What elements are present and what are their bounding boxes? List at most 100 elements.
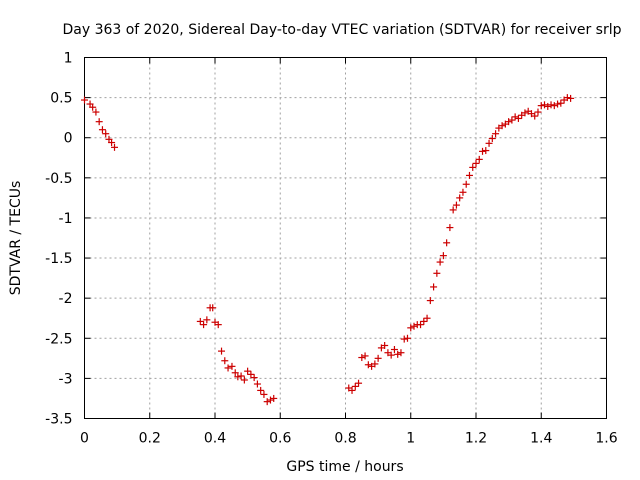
x-tick-label: 1.4 bbox=[530, 431, 552, 447]
data-point bbox=[81, 96, 88, 104]
data-point bbox=[111, 143, 119, 151]
data-point bbox=[423, 314, 431, 322]
data-point bbox=[521, 109, 529, 117]
data-point bbox=[407, 324, 415, 332]
data-point bbox=[534, 108, 542, 116]
data-point bbox=[567, 94, 575, 102]
x-tick-label: 1.2 bbox=[465, 431, 487, 447]
data-point bbox=[544, 102, 552, 110]
data-point bbox=[417, 321, 425, 329]
data-point bbox=[209, 304, 217, 312]
y-tick-label: -1.5 bbox=[45, 251, 72, 267]
data-point bbox=[253, 380, 261, 388]
data-point bbox=[541, 101, 549, 109]
data-point bbox=[420, 317, 428, 325]
data-point bbox=[250, 374, 258, 382]
data-point bbox=[244, 367, 252, 375]
data-point bbox=[531, 112, 539, 120]
data-point bbox=[554, 100, 562, 108]
data-point bbox=[456, 194, 464, 202]
data-point bbox=[439, 252, 447, 260]
data-point bbox=[361, 352, 369, 360]
data-point bbox=[263, 398, 271, 406]
data-point bbox=[430, 283, 438, 291]
data-point bbox=[92, 108, 100, 116]
data-point bbox=[479, 147, 487, 155]
y-tick-label: 1 bbox=[64, 51, 73, 67]
data-point bbox=[224, 364, 232, 372]
tick-labels: 0 0.2 0.4 0.6 0.8 1 1.2 1.4 1.6 1 0.5 0 -0.5 -1 -1.5 -2… bbox=[45, 51, 618, 447]
data-point bbox=[443, 239, 451, 247]
data-point bbox=[374, 354, 382, 362]
y-tick-label: -0.5 bbox=[45, 171, 72, 187]
data-point bbox=[231, 369, 239, 377]
data-point bbox=[469, 163, 477, 171]
data-point bbox=[508, 116, 516, 124]
data-point bbox=[459, 188, 467, 196]
x-tick-label: 0.2 bbox=[139, 431, 161, 447]
data-point bbox=[214, 321, 222, 329]
data-point bbox=[433, 269, 441, 277]
data-point bbox=[436, 258, 444, 266]
data-point bbox=[563, 94, 571, 102]
x-axis-label: GPS time / hours bbox=[286, 459, 403, 475]
data-point bbox=[270, 394, 278, 402]
y-tick-label: -2.5 bbox=[45, 331, 72, 347]
data-point bbox=[426, 297, 434, 305]
data-point bbox=[452, 201, 460, 209]
data-point bbox=[364, 361, 372, 369]
data-point bbox=[387, 351, 395, 359]
data-point bbox=[403, 334, 411, 342]
data-point bbox=[355, 379, 363, 387]
data-point bbox=[108, 139, 116, 147]
data-point bbox=[472, 159, 480, 167]
data-point bbox=[514, 114, 522, 122]
data-point bbox=[511, 113, 519, 121]
data-point bbox=[371, 360, 379, 368]
data-point bbox=[449, 206, 457, 214]
grid bbox=[84, 57, 607, 419]
data-point bbox=[482, 147, 490, 155]
data-point bbox=[351, 382, 359, 390]
data-point bbox=[228, 362, 236, 370]
data-point bbox=[492, 130, 500, 138]
data-point bbox=[218, 347, 226, 355]
data-point bbox=[203, 316, 211, 324]
data-point bbox=[485, 139, 493, 147]
data-point bbox=[102, 130, 110, 138]
y-tick-label: -3.5 bbox=[45, 412, 72, 428]
data-point bbox=[257, 386, 265, 394]
data-point bbox=[547, 101, 555, 109]
data-point bbox=[196, 317, 204, 325]
data-point bbox=[550, 102, 558, 110]
y-axis-label: SDTVAR / TECUs bbox=[8, 181, 24, 296]
y-tick-label: -2 bbox=[59, 291, 73, 307]
y-tick-label: -1 bbox=[59, 211, 73, 227]
x-tick-label: 0.6 bbox=[269, 431, 291, 447]
x-tick-label: 1 bbox=[406, 431, 415, 447]
data-point bbox=[95, 118, 103, 126]
data-point bbox=[465, 171, 473, 179]
data-point bbox=[221, 357, 229, 365]
data-point bbox=[89, 103, 97, 111]
data-point bbox=[381, 341, 389, 349]
axis-ticks bbox=[84, 57, 607, 419]
data-point bbox=[498, 122, 506, 130]
data-point bbox=[400, 335, 408, 343]
data-point bbox=[98, 126, 106, 134]
x-tick-label: 0.4 bbox=[204, 431, 226, 447]
x-tick-label: 0.8 bbox=[334, 431, 356, 447]
data-point bbox=[394, 350, 402, 358]
data-point bbox=[488, 135, 496, 143]
data-point bbox=[475, 155, 483, 163]
data-point bbox=[247, 370, 255, 378]
data-point bbox=[234, 373, 242, 381]
x-tick-label: 1.6 bbox=[595, 431, 617, 447]
y-tick-label: -3 bbox=[59, 371, 73, 387]
data-point bbox=[390, 346, 398, 354]
data-point bbox=[200, 321, 208, 329]
data-point bbox=[505, 118, 513, 126]
data-points bbox=[81, 94, 575, 406]
